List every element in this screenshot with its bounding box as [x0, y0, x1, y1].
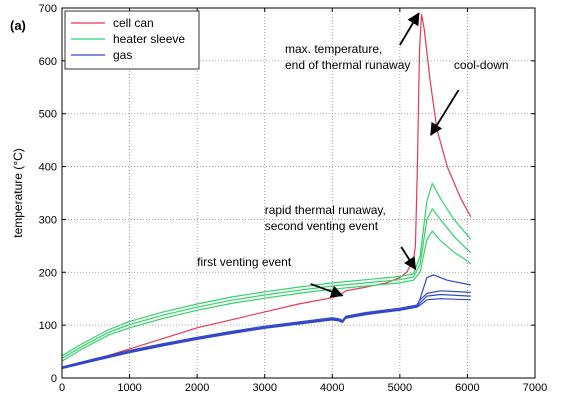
y-tick-label: 600: [39, 56, 57, 68]
panel-label: (a): [10, 18, 26, 33]
legend-label: cell can: [113, 16, 154, 30]
annotation-label: max. temperature, end of thermal runaway: [285, 42, 410, 72]
series-line-heater-sleeve: [61, 182, 472, 357]
annotation-label: rapid thermal runaway, second venting eve…: [265, 203, 386, 233]
y-tick-label: 400: [39, 162, 57, 174]
y-axis-label: temperature (°C): [11, 148, 25, 238]
axis-ticks: 0 1000 2000 3000 4000 5000 6000 7000 0 100 200 300 4…: [39, 3, 548, 394]
series-lines: [61, 13, 472, 370]
y-tick-label: 100: [39, 320, 57, 332]
legend-label: gas: [113, 48, 132, 62]
series-line-gas: [61, 298, 471, 370]
y-tick-label: 200: [39, 267, 57, 279]
y-tick-label: 700: [39, 3, 57, 15]
x-tick-label: 6000: [455, 382, 479, 394]
annotation-arrow: [430, 89, 460, 136]
legend: cell can heater sleeve gas: [64, 10, 200, 70]
plot-frame: [61, 7, 536, 379]
x-tick-label: 1000: [117, 382, 141, 394]
annotation-arrow: [399, 12, 420, 46]
annotations: max. temperature, end of thermal runaway c…: [197, 12, 509, 298]
x-tick-label: 7000: [523, 382, 547, 394]
annotation-arrow: [310, 283, 344, 298]
y-tick-label: 0: [51, 373, 57, 385]
y-tick-label: 300: [39, 214, 57, 226]
annotation-arrow: [400, 246, 417, 271]
x-tick-label: 5000: [388, 382, 412, 394]
annotation-label: first venting event: [197, 255, 292, 269]
series-line-cell-can: [61, 13, 472, 368]
y-tick-label: 500: [39, 109, 57, 121]
series-line-gas: [61, 293, 471, 369]
x-tick-label: 0: [59, 382, 65, 394]
x-tick-label: 4000: [320, 382, 344, 394]
series-line-heater-sleeve: [61, 230, 472, 362]
legend-label: heater sleeve: [113, 32, 185, 46]
x-tick-label: 3000: [252, 382, 276, 394]
annotation-label: cool-down: [454, 58, 509, 72]
series-line-heater-sleeve: [61, 208, 472, 359]
legend-box: [64, 10, 200, 70]
x-tick-label: 2000: [185, 382, 209, 394]
series-line-gas: [61, 290, 471, 368]
